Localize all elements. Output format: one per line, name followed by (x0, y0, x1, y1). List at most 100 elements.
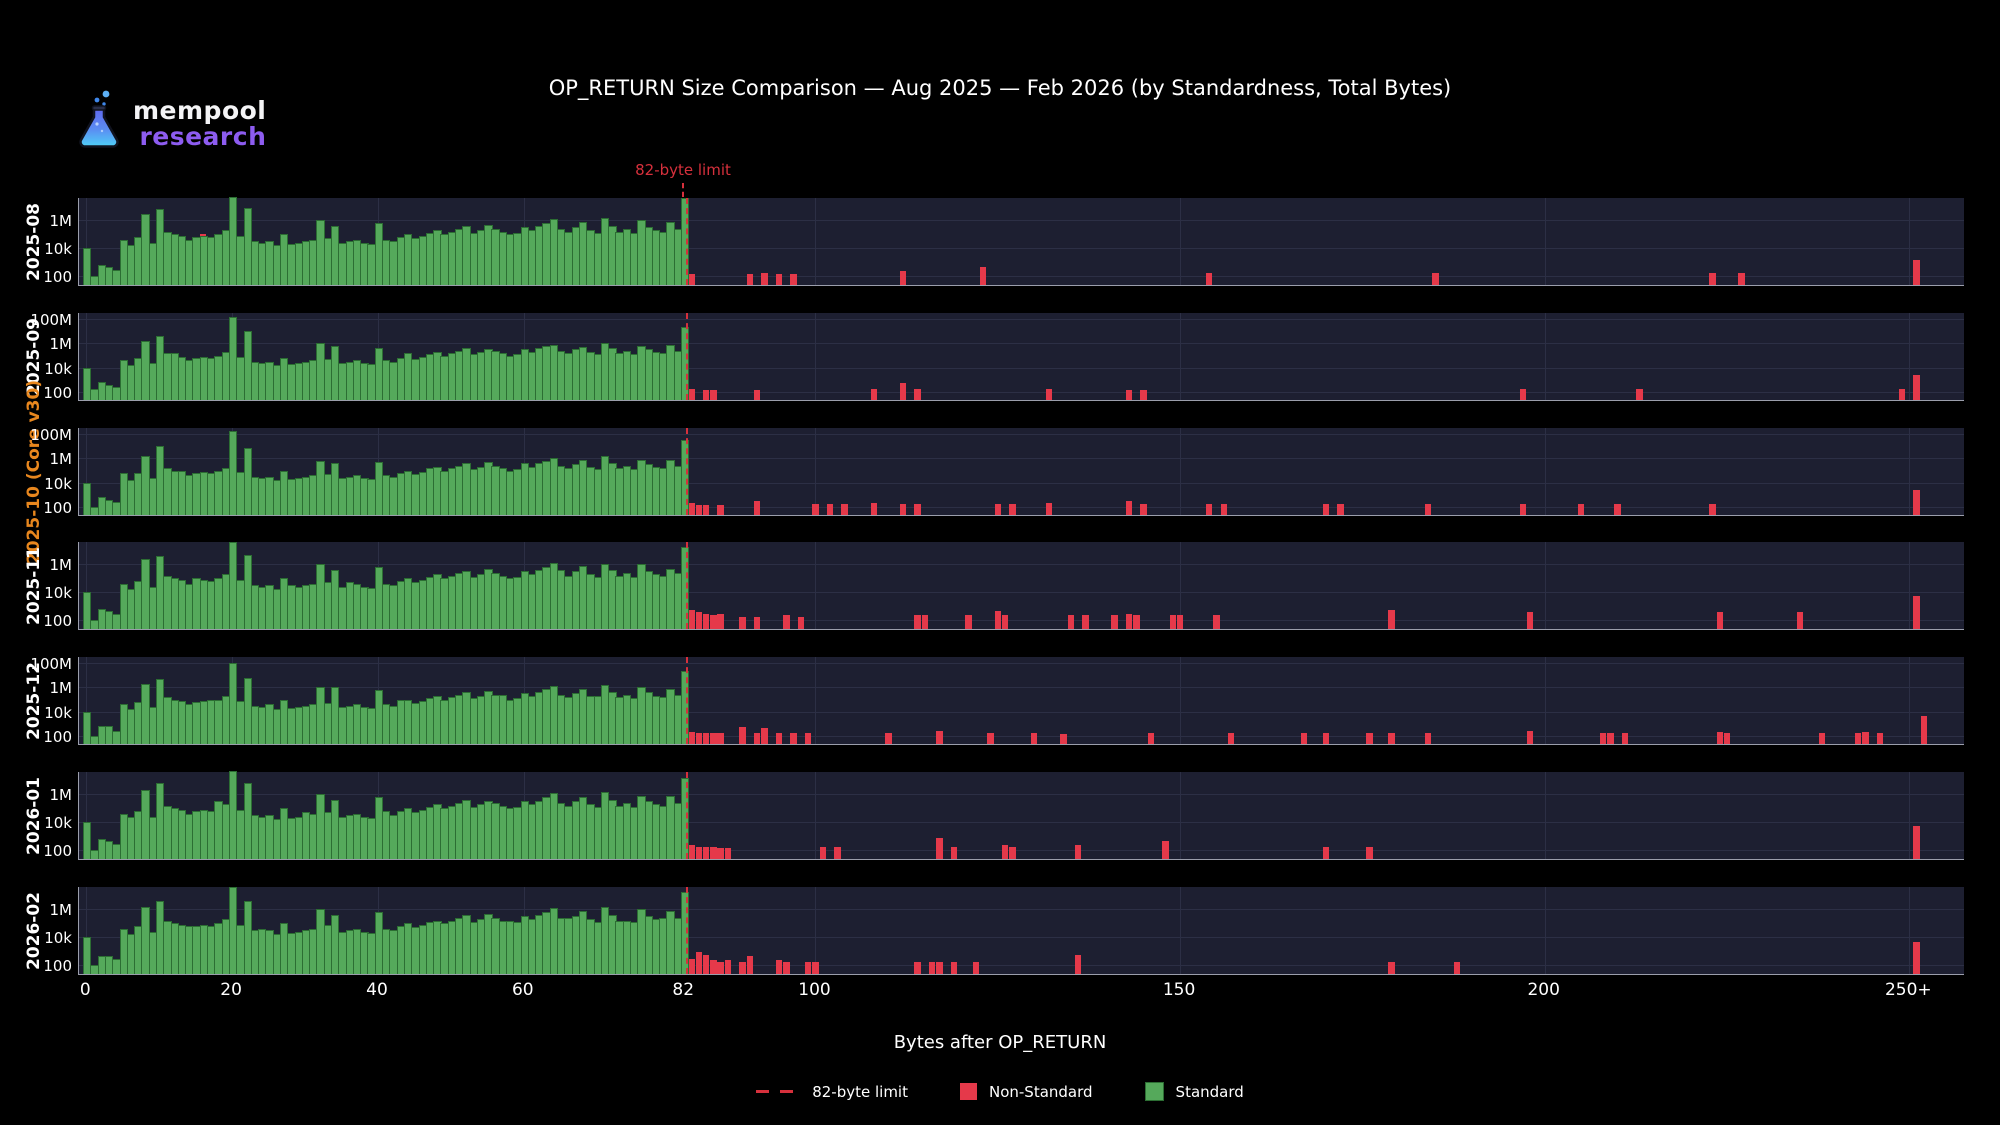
gridline-x (1180, 198, 1182, 285)
nonstandard-bar (1876, 733, 1884, 744)
subplot-2026-01: 2026-01 1M 10k 100 (0, 771, 2000, 860)
nonstandard-bar (936, 730, 943, 744)
gridline-x (1909, 542, 1911, 629)
nonstandard-bar (1067, 615, 1074, 629)
limit-annotation: 82-byte limit (635, 161, 731, 179)
nonstandard-bar (695, 846, 703, 859)
nonstandard-bar (1147, 733, 1155, 744)
nonstandard-bar (710, 615, 717, 629)
nonstandard-bar (717, 613, 724, 629)
nonstandard-bar (688, 389, 695, 400)
nonstandard-bar (688, 609, 695, 629)
gridline-x (1180, 428, 1182, 515)
gridline-x (1180, 887, 1182, 974)
gridline-x (1909, 198, 1911, 285)
nonstandard-bar (1125, 500, 1133, 515)
nonstandard-bar (1169, 615, 1176, 629)
nonstandard-bar (790, 273, 797, 285)
nonstandard-bar (753, 733, 761, 744)
nonstandard-bar (899, 271, 907, 285)
nonstandard-bar (710, 846, 717, 859)
y-tick-label: 10k (44, 240, 72, 259)
gridline-x (86, 657, 88, 744)
nonstandard-bar (972, 961, 980, 974)
gridline-x (1544, 313, 1546, 400)
y-tick-label: 100 (43, 383, 72, 402)
gridline-x (1180, 772, 1182, 859)
nonstandard-bar (702, 613, 710, 629)
standard-bar (681, 326, 690, 400)
nonstandard-bar (1818, 733, 1825, 744)
nonstandard-bar (1913, 374, 1920, 400)
standard-bar (83, 592, 92, 629)
nonstandard-bar (1607, 733, 1614, 744)
nonstandard-bar (1424, 504, 1432, 515)
gridline-x (86, 772, 88, 859)
nonstandard-bar (1599, 733, 1607, 744)
nonstandard-bar (797, 616, 805, 629)
nonstandard-bar (702, 390, 710, 400)
gridline-y (79, 619, 1964, 621)
standard-bar (681, 546, 690, 629)
gridline-x (1909, 657, 1911, 744)
nonstandard-bar (1140, 504, 1147, 515)
nonstandard-bar (804, 961, 812, 974)
gridline-x (86, 428, 88, 515)
gridline-y (79, 506, 1964, 508)
nonstandard-bar (1140, 390, 1147, 400)
nonstandard-bar (1855, 733, 1862, 744)
nonstandard-bar (885, 733, 892, 744)
nonstandard-bar (695, 951, 703, 974)
gridline-x (1544, 772, 1546, 859)
y-tick-label: 100 (43, 267, 72, 286)
nonstandard-bar (994, 504, 1001, 515)
nonstandard-bar (1074, 954, 1082, 974)
nonstandard-bar (1300, 733, 1308, 744)
nonstandard-bar (914, 504, 921, 515)
subplot-2025-08: 2025-08 1M 10k 100 (0, 197, 2000, 286)
gridline-y (79, 822, 1964, 824)
nonstandard-bar (812, 504, 819, 515)
nonstandard-bar (1636, 389, 1643, 400)
y-tick-label: 100 (43, 841, 72, 860)
nonstandard-bar (717, 733, 724, 744)
gridline-x (1544, 657, 1546, 744)
nonstandard-bar (1738, 272, 1745, 285)
nonstandard-bar (1723, 733, 1731, 744)
gridline-y (79, 937, 1964, 939)
nonstandard-bar (841, 504, 848, 515)
y-tick-label: 1M (49, 679, 73, 698)
gridline-y (79, 220, 1964, 222)
nonstandard-bar (1031, 733, 1038, 744)
nonstandard-bar (1206, 272, 1213, 285)
nonstandard-bar (688, 731, 695, 744)
nonstandard-bar (1898, 389, 1906, 400)
nonstandard-bar (1526, 730, 1534, 744)
nonstandard-bar (1862, 731, 1869, 744)
x-tick-label-250: 250+ (1884, 980, 1932, 1000)
gridline-y (79, 434, 1964, 436)
gridline-y (79, 367, 1964, 369)
gridline-x (1544, 198, 1546, 285)
x-axis-ticks: 0 20 40 60 82 100 150 200 250+ (0, 980, 2000, 1004)
nonstandard-bar (1322, 504, 1330, 515)
limit-line (686, 428, 689, 515)
nonstandard-bar (702, 954, 710, 974)
gridline-y (79, 343, 1964, 345)
nonstandard-bar (695, 733, 703, 744)
gridline-y (79, 663, 1964, 665)
nonstandard-bar (688, 273, 695, 285)
subplot-2025-09: 2025-09 100M 1M 10k 100 (0, 311, 2000, 402)
logo-main-label: mempool (133, 96, 267, 125)
legend-item-82-byte-limit: 82-byte limit (756, 1083, 908, 1101)
nonstandard-bar (1709, 272, 1716, 285)
gridline-x (1180, 542, 1182, 629)
legend-label: Standard (1175, 1082, 1244, 1101)
gridline-x (86, 198, 88, 285)
limit-line (686, 772, 689, 859)
gridline-x (815, 313, 817, 400)
nonstandard-bar (1621, 733, 1629, 744)
nonstandard-bar (1366, 846, 1373, 859)
nonstandard-bar (1220, 504, 1228, 515)
nonstandard-bar (1424, 733, 1432, 744)
